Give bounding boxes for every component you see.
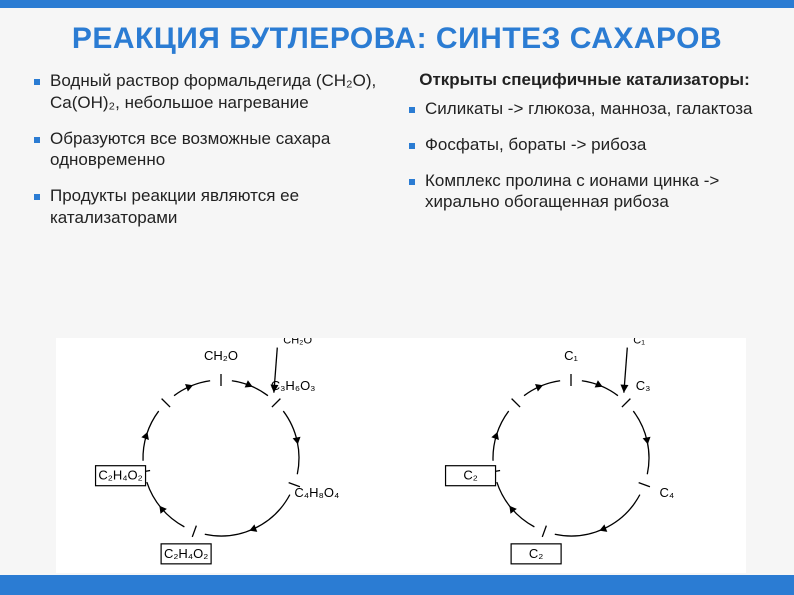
diagram-area: CH₂OC₃H₆O₃CH₂OC₄H₈O₄C₂H₄O₂C₂H₄O₂ C₁C₃C₁C… [56, 338, 746, 573]
list-item: Образуются все возможные сахара одноврем… [34, 128, 385, 172]
list-item: Комплекс пролина с ионами цинка -> хирал… [409, 170, 760, 214]
svg-text:C₂H₄O₂: C₂H₄O₂ [98, 468, 142, 483]
svg-text:C₁: C₁ [633, 338, 645, 347]
svg-text:C₃: C₃ [636, 378, 651, 393]
list-item: Фосфаты, бораты -> рибоза [409, 134, 760, 156]
list-item: Силикаты -> глюкоза, манноза, галактоза [409, 98, 760, 120]
bottom-accent-bar [0, 575, 794, 595]
right-column: Открыты специфичные катализаторы: Силика… [409, 70, 760, 243]
svg-text:C₂: C₂ [463, 468, 477, 483]
svg-text:C₄H₈O₄: C₄H₈O₄ [294, 485, 339, 500]
right-bullet-list: Силикаты -> глюкоза, манноза, галактоза … [409, 98, 760, 213]
svg-text:C₂H₄O₂: C₂H₄O₂ [164, 546, 208, 561]
list-item: Продукты реакции являются ее катализатор… [34, 185, 385, 229]
cycle-diagram-left: CH₂OC₃H₆O₃CH₂OC₄H₈O₄C₂H₄O₂C₂H₄O₂ [56, 338, 396, 573]
svg-text:CH₂O: CH₂O [204, 348, 238, 363]
top-accent-bar [0, 0, 794, 8]
svg-text:C₄: C₄ [659, 485, 674, 500]
svg-text:C₁: C₁ [564, 348, 578, 363]
list-item: Водный раствор формальдегида (CH₂O), Ca(… [34, 70, 385, 114]
svg-text:C₂: C₂ [529, 546, 543, 561]
cycle-diagram-right: C₁ C₃ C₁ C₄ C₂ C₂ [406, 338, 746, 573]
left-column: Водный раствор формальдегида (CH₂O), Ca(… [34, 70, 385, 243]
page-title: РЕАКЦИЯ БУТЛЕРОВА: СИНТЕЗ САХАРОВ [0, 8, 794, 66]
right-subheading: Открыты специфичные катализаторы: [409, 70, 760, 90]
svg-text:CH₂O: CH₂O [283, 338, 312, 347]
content-columns: Водный раствор формальдегида (CH₂O), Ca(… [0, 66, 794, 243]
left-bullet-list: Водный раствор формальдегида (CH₂O), Ca(… [34, 70, 385, 229]
